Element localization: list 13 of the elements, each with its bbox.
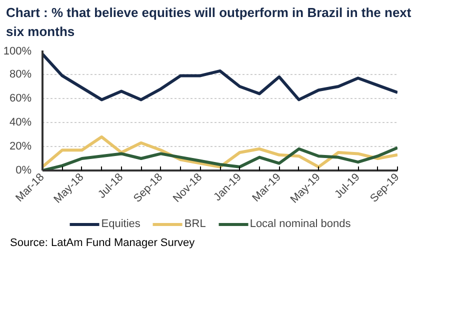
legend-label: Equities (101, 218, 140, 230)
y-tick-label: 80% (9, 68, 32, 81)
y-tick-label: 40% (9, 116, 32, 129)
legend-label: Local nominal bonds (250, 218, 351, 230)
y-tick-label: 0% (16, 164, 32, 177)
y-tick-label: 20% (9, 140, 32, 153)
source-note: Source: LatAm Fund Manager Survey (10, 236, 195, 252)
legend-label: BRL (184, 218, 206, 230)
line-series (42, 52, 398, 102)
y-tick-label: 60% (9, 92, 32, 105)
y-tick-label: 100% (3, 46, 32, 58)
chart-title: Chart : % that believe equities will outperform in Brazil in the next six months (6, 4, 412, 41)
line-series (42, 136, 398, 169)
